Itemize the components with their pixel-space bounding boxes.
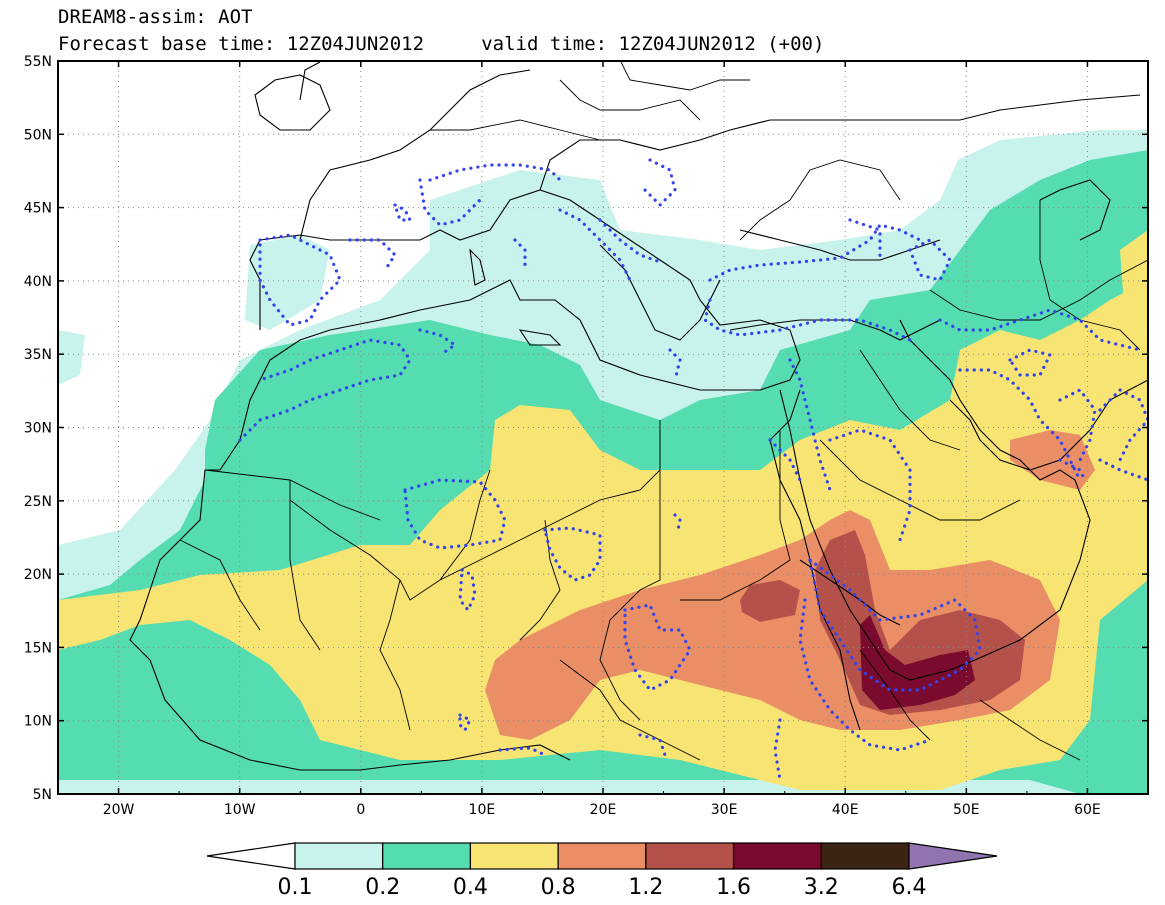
country-borders [179, 61, 1148, 761]
colorbar-label: 3.2 [804, 875, 839, 900]
lat-tick-label: 25N [24, 494, 52, 510]
lat-tick-label: 45N [24, 201, 52, 217]
colorbar-segment [645, 842, 735, 870]
lon-tick-label: 0 [356, 802, 365, 818]
lat-tick-label: 20N [24, 567, 52, 583]
longitude-axis: 20W 10W 0 10E 20E 30E 40E 50E 60E [57, 61, 1149, 818]
lon-tick-label: 10E [469, 802, 496, 818]
forecast-time-subtitle: Forecast base time: 12Z04JUN2012 valid t… [58, 33, 825, 55]
lon-tick-label: 20W [103, 802, 135, 818]
lon-tick-label: 40E [832, 802, 859, 818]
colorbar-segment [382, 842, 472, 870]
aot-band-1-6 [860, 615, 975, 710]
lat-tick-label: 55N [24, 54, 52, 70]
colorbar-label: 0.8 [541, 875, 576, 900]
aot-colorbar: 0.1 0.2 0.4 0.8 1.2 1.6 3.2 6.4 [206, 842, 998, 900]
colorbar-over-arrow [908, 842, 998, 870]
map-plot-area [58, 61, 1148, 794]
lat-tick-label: 35N [24, 347, 52, 363]
colorbar-label: 0.4 [453, 875, 488, 900]
colorbar-label: 0.2 [365, 875, 400, 900]
lat-tick-label: 40N [24, 274, 52, 290]
colorbar-label: 0.1 [278, 875, 313, 900]
lon-tick-label: 30E [711, 802, 738, 818]
lat-tick-label: 50N [24, 127, 52, 143]
map-title: DREAM8-assim: AOT [58, 6, 253, 28]
lon-tick-label: 20E [590, 802, 617, 818]
colorbar-label: 6.4 [892, 875, 927, 900]
lon-tick-label: 60E [1074, 802, 1101, 818]
colorbar-segment [469, 842, 559, 870]
lat-tick-label: 10N [24, 714, 52, 730]
lon-tick-label: 10W [224, 802, 256, 818]
lon-tick-label: 50E [953, 802, 980, 818]
lat-tick-label: 5N [33, 787, 52, 803]
colorbar-label: 1.6 [716, 875, 751, 900]
colorbar-label: 1.2 [628, 875, 663, 900]
lat-tick-label: 15N [24, 640, 52, 656]
colorbar-segment [732, 842, 822, 870]
colorbar-segment [557, 842, 647, 870]
colorbar-under-arrow [206, 842, 296, 870]
colorbar-segment [294, 842, 384, 870]
observation-contours [238, 158, 1148, 782]
lat-tick-label: 30N [24, 421, 52, 437]
colorbar-segment [820, 842, 910, 870]
latitude-axis: 55N 50N 45N 40N 35N 30N 25N 20N 15N 10N 5N [24, 54, 1148, 803]
map-graticule [58, 61, 1148, 794]
